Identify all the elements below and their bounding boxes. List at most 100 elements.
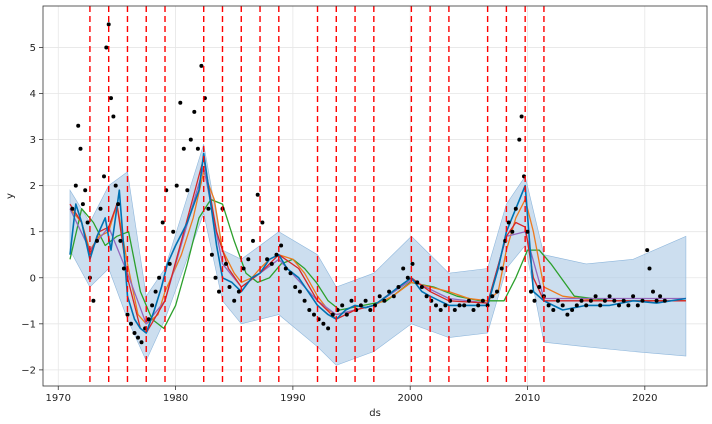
observed-point	[434, 303, 438, 308]
observed-point	[297, 289, 302, 294]
observed-point	[391, 294, 396, 299]
observed-point	[662, 298, 667, 303]
observed-point	[631, 294, 636, 299]
observed-point	[217, 289, 221, 294]
observed-point	[584, 303, 589, 308]
observed-point	[506, 220, 511, 225]
observed-point	[283, 266, 288, 271]
observed-point	[598, 303, 603, 308]
observed-point	[241, 266, 246, 271]
observed-point	[415, 280, 420, 285]
x-axis-label: ds	[369, 408, 381, 419]
observed-point	[111, 114, 116, 119]
y-tick-label: −2	[21, 365, 36, 376]
observed-point	[529, 289, 533, 294]
observed-point	[645, 248, 650, 253]
observed-point	[560, 303, 565, 308]
observed-point	[635, 303, 640, 308]
observed-point	[185, 188, 190, 193]
observed-point	[546, 303, 551, 308]
observed-point	[181, 146, 186, 151]
observed-point	[457, 303, 462, 308]
observed-point	[76, 123, 81, 128]
observed-point	[260, 220, 265, 225]
interval-band	[69, 144, 687, 366]
observed-point	[227, 285, 232, 289]
observed-points	[70, 22, 667, 345]
observed-point	[274, 252, 279, 257]
observed-point	[513, 206, 518, 211]
observed-point	[121, 266, 126, 271]
observed-point	[519, 114, 524, 119]
observed-point	[480, 298, 485, 303]
x-axis-ticks: 1970 1980 1990 2000 2010 2020	[46, 386, 658, 404]
observed-point	[607, 294, 612, 299]
observed-point	[246, 257, 251, 262]
observed-point	[326, 326, 331, 331]
observed-point	[490, 294, 495, 299]
y-axis-ticks: −2 −1 0 1 2 3 4 5	[21, 43, 43, 376]
observed-point	[129, 321, 133, 326]
observed-point	[621, 298, 626, 303]
uncertainty-interval	[69, 144, 687, 366]
x-tick-label: 1980	[163, 393, 188, 404]
observed-point	[83, 188, 88, 193]
y-tick-label: −1	[21, 319, 36, 330]
changepoint-lines	[89, 6, 545, 386]
observed-point	[192, 109, 197, 114]
observed-point	[410, 261, 415, 266]
observed-point	[188, 137, 193, 142]
observed-point	[255, 192, 260, 197]
plot-frame	[42, 5, 708, 387]
observed-point	[279, 243, 284, 248]
observed-point	[312, 312, 316, 317]
observed-point	[387, 289, 392, 294]
observed-point	[213, 275, 218, 280]
observed-point	[651, 289, 655, 294]
observed-point	[517, 137, 522, 142]
observed-point	[405, 275, 410, 280]
observed-point	[236, 289, 241, 294]
y-tick-label: 5	[30, 43, 36, 54]
observed-point	[269, 261, 274, 266]
observed-point	[73, 183, 78, 188]
observed-point	[132, 331, 137, 335]
observed-point	[146, 317, 151, 322]
observed-point	[265, 257, 270, 262]
observed-point	[85, 220, 90, 225]
observed-point	[570, 308, 575, 312]
observed-point	[153, 289, 158, 294]
y-tick-label: 3	[30, 135, 36, 146]
observed-point	[574, 303, 579, 308]
observed-point	[401, 266, 406, 271]
x-tick-label: 1970	[46, 393, 71, 404]
observed-point	[206, 206, 211, 211]
observed-point	[537, 285, 542, 289]
observed-point	[125, 312, 130, 317]
observed-point	[593, 294, 598, 299]
y-axis-label: y	[5, 193, 16, 199]
observed-point	[358, 303, 363, 308]
observed-point	[251, 238, 255, 243]
observed-point	[160, 220, 165, 225]
observed-point	[556, 298, 560, 303]
observed-point	[602, 298, 607, 303]
observed-point	[340, 303, 345, 308]
observed-point	[626, 303, 631, 308]
observed-point	[419, 285, 424, 289]
observed-point	[118, 238, 123, 243]
observed-point	[654, 298, 659, 303]
observed-point	[302, 298, 307, 303]
observed-point	[293, 285, 298, 289]
x-tick-label: 1990	[280, 393, 305, 404]
y-tick-label: 0	[30, 273, 36, 284]
observed-point	[106, 22, 111, 27]
observed-point	[307, 308, 312, 312]
observed-point	[171, 229, 176, 234]
observed-point	[102, 174, 106, 179]
observed-point	[452, 308, 457, 312]
y-tick-label: 1	[30, 227, 36, 238]
observed-point	[136, 335, 140, 340]
observed-point	[344, 312, 349, 317]
